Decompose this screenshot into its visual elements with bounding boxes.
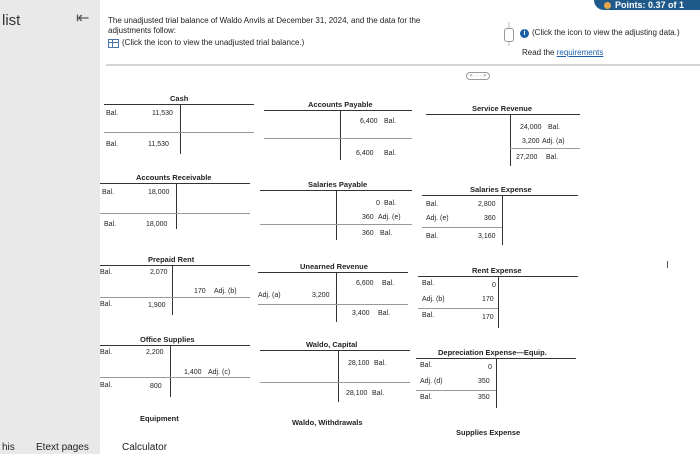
taccount-title: Equipment bbox=[140, 414, 179, 423]
intro-text: The unadjusted trial balance of Waldo An… bbox=[108, 16, 421, 35]
taccount-title: Accounts Receivable bbox=[136, 173, 212, 182]
panel-resize-handle[interactable] bbox=[504, 28, 514, 42]
taccount-equipment: Equipment bbox=[140, 414, 220, 426]
taccount-salaries-expense: Salaries Expense Bal. 2,800 Adj. (e) 360… bbox=[422, 185, 592, 247]
info-icon[interactable]: i bbox=[520, 29, 529, 38]
taccount-accounts-receivable: Accounts Receivable Bal. 18,000 Bal. 18,… bbox=[100, 173, 260, 233]
taccount-title: Depreciation Expense—Equip. bbox=[438, 348, 547, 357]
bottom-toolbar: his Etext pages Calculator bbox=[0, 440, 700, 454]
bottom-left-label: his bbox=[2, 442, 15, 453]
taccount-title: Prepaid Rent bbox=[148, 255, 195, 264]
more-options-button[interactable]: < · · · > bbox=[466, 72, 490, 80]
taccount-waldo-capital: Waldo, Capital 28,100 Bal. 28,100 Bal. bbox=[260, 340, 420, 405]
taccount-accounts-payable: Accounts Payable 6,400 Bal. 6,400 Bal. bbox=[260, 100, 420, 165]
taccount-rent-expense: Rent Expense Bal. 0 Adj. (b) 170 Bal. 17… bbox=[418, 266, 588, 328]
taccount-title: Office Supplies bbox=[140, 335, 195, 344]
read-requirements: Read the requirements bbox=[522, 48, 604, 57]
calculator-link[interactable]: Calculator bbox=[122, 442, 168, 453]
taccount-title: Accounts Payable bbox=[308, 100, 373, 109]
main-panel: Points: 0.37 of 1 The unadjusted trial b… bbox=[100, 0, 700, 454]
taccount-title: Rent Expense bbox=[472, 266, 522, 275]
gear-icon bbox=[604, 2, 611, 9]
section-divider bbox=[106, 64, 700, 66]
collapse-arrow-icon[interactable]: ⇤ bbox=[76, 10, 90, 27]
taccount-supplies-expense: Supplies Expense bbox=[456, 428, 596, 440]
taccount-title: Waldo, Withdrawals bbox=[292, 418, 363, 427]
taccount-service-revenue: Service Revenue 24,000 Bal. 3,200 Adj. (… bbox=[426, 104, 596, 169]
taccount-title: Supplies Expense bbox=[456, 428, 521, 437]
taccount-waldo-withdrawals: Waldo, Withdrawals bbox=[260, 418, 420, 432]
taccount-title: Unearned Revenue bbox=[300, 262, 368, 271]
taccount-salaries-payable: Salaries Payable 0 Bal. 360 Adj. (e) 360… bbox=[260, 180, 420, 245]
sidebar-list-label: list bbox=[2, 12, 21, 29]
text-cursor-icon: I bbox=[666, 260, 669, 271]
adjusting-data-link[interactable]: i (Click the icon to view the adjusting d… bbox=[520, 28, 680, 38]
taccount-unearned-revenue: Unearned Revenue 6,600 Bal. Adj. (a) 3,2… bbox=[256, 262, 420, 327]
etext-pages-link[interactable]: Etext pages bbox=[36, 442, 89, 453]
left-sidebar: list ⇤ bbox=[0, 0, 100, 454]
points-badge: Points: 0.37 of 1 bbox=[594, 0, 700, 10]
requirements-link[interactable]: requirements bbox=[556, 48, 604, 57]
taccount-title: Service Revenue bbox=[472, 104, 533, 113]
taccount-prepaid-rent: Prepaid Rent Bal. 2,070 170 Adj. (b) Bal… bbox=[100, 255, 260, 320]
trial-balance-link-text: (Click the icon to view the unadjusted t… bbox=[122, 38, 305, 47]
trial-balance-table-icon[interactable] bbox=[108, 38, 119, 48]
taccount-title: Salaries Payable bbox=[308, 180, 368, 189]
taccount-title: Salaries Expense bbox=[470, 185, 532, 194]
intro-block: The unadjusted trial balance of Waldo An… bbox=[108, 16, 438, 48]
taccount-title: Waldo, Capital bbox=[306, 340, 358, 349]
taccount-depreciation-expense: Depreciation Expense—Equip. Bal. 0 Adj. … bbox=[416, 348, 596, 410]
taccount-cash: Cash Bal. 11,530 Bal. 11,530 bbox=[100, 94, 260, 159]
taccount-office-supplies: Office Supplies Bal. 2,200 1,400 Adj. (c… bbox=[100, 335, 260, 400]
taccount-title: Cash bbox=[170, 94, 189, 103]
